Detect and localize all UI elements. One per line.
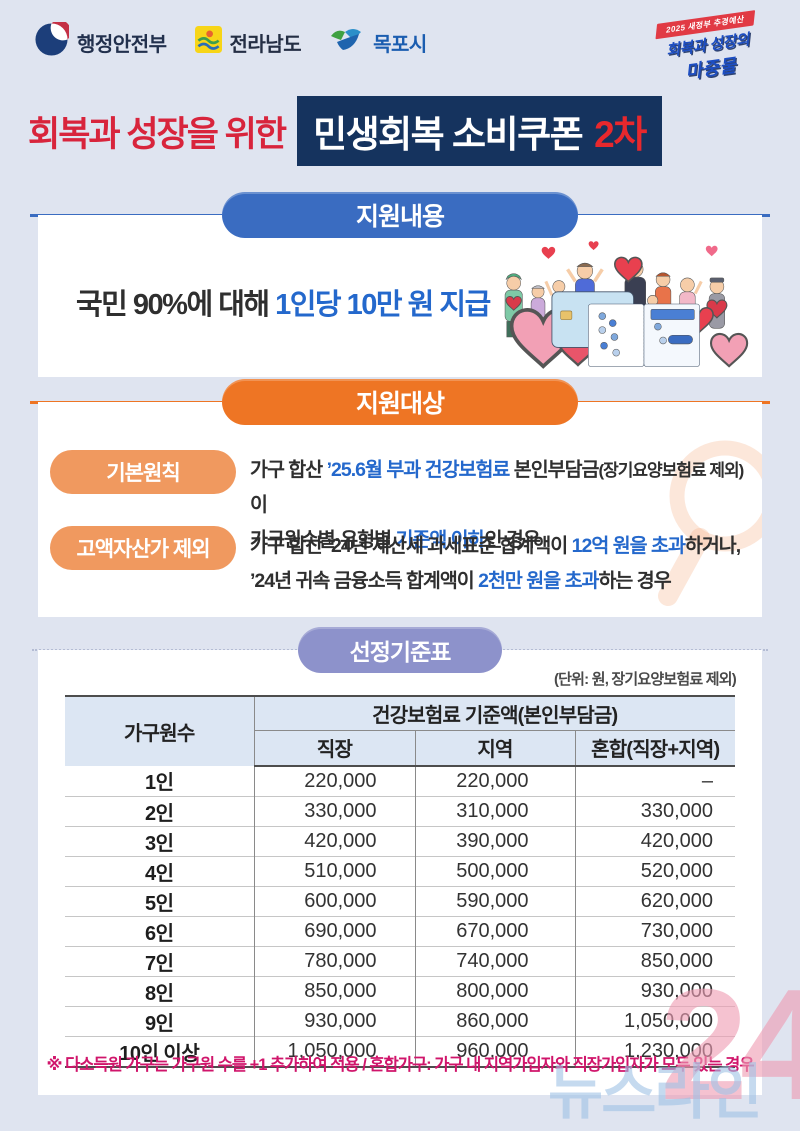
support-amount-text: 국민 90%에 대해 1인당 10만 원 지급	[76, 289, 491, 321]
target-basic-text: 가구 합산 ’25.6월 부과 건강보험료 본인부담금(장기요양보험료 제외)이…	[250, 459, 744, 551]
target-item-exclusion: 고액자산가 제외 가구 합산 ’24년 재산세 과세표준 합계액이 12억 원을…	[50, 526, 755, 599]
section-target-header: 지원대상	[222, 379, 578, 425]
amount-cell: 690,000	[254, 915, 415, 946]
target-exclusion-text: 가구 합산 ’24년 재산세 과세표준 합계액이 12억 원을 초과하거나, ’2…	[250, 535, 741, 592]
table-row: 7인 780,000 740,000 850,000	[65, 945, 735, 976]
household-size-cell: 4인	[65, 855, 255, 886]
title-main: 민생회복 소비쿠폰	[313, 114, 584, 155]
table-footnote: ※ 다소득원 가구는 가구원 수를 +1 추가하여 적용 / 혼합가구: 가구 …	[46, 1056, 754, 1074]
amount-cell: 220,000	[414, 766, 575, 796]
people-illustration	[498, 238, 750, 375]
title-prefix: 회복과 성장을 위한	[28, 114, 287, 154]
target-basic-label: 기본원칙	[50, 450, 236, 494]
jeonnam-emblem-icon	[194, 26, 222, 58]
household-size-cell: 3인	[65, 825, 255, 856]
amount-cell: 780,000	[254, 945, 415, 976]
selection-criteria-table: 가구원수 건강보험료 기준액(본인부담금) 직장 지역 혼합(직장+지역) 1인…	[65, 695, 735, 1068]
watermark-24: 24	[660, 957, 800, 1131]
household-size-cell: 5인	[65, 885, 255, 916]
amount-cell: 960,000	[414, 1035, 575, 1067]
amount-cell: 930,000	[574, 975, 735, 1006]
table-body: 1인 220,000 220,000–2인 330,000 310,000 330,000…	[65, 766, 735, 1067]
col-header-mixed: 혼합(직장+지역)	[574, 730, 735, 767]
amount-cell: 850,000	[254, 975, 415, 1006]
table-row: 3인 420,000 390,000 420,000	[65, 825, 735, 856]
table-row: 4인 510,000 500,000 520,000	[65, 855, 735, 886]
watermark-newsline: 뉴스라인	[548, 1059, 763, 1126]
amount-cell: 590,000	[414, 885, 575, 916]
col-header-household: 가구원수	[65, 696, 255, 766]
amount-cell: 220,000	[304, 769, 377, 792]
amount-cell: 730,000	[574, 915, 735, 946]
logo-mois: 행정안전부	[34, 20, 167, 62]
target-item-basic: 기본원칙 가구 합산 ’25.6월 부과 건강보험료 본인부담금(장기요양보험료…	[50, 450, 755, 558]
col-header-workplace: 직장	[254, 730, 415, 767]
household-size-cell: 7인	[65, 945, 255, 976]
logo-mokpo-label: 목포시	[373, 33, 427, 56]
household-size-cell: 9인	[65, 1005, 255, 1036]
table-row: 9인 930,000 860,000 1,050,000	[65, 1005, 735, 1036]
amount-cell: 670,000	[414, 915, 575, 946]
amount-cell: 930,000	[254, 1005, 415, 1036]
col-header-group: 건강보험료 기준액(본인부담금)	[254, 696, 735, 731]
title-round: 2차	[594, 114, 647, 155]
section-target-panel: 기본원칙 가구 합산 ’25.6월 부과 건강보험료 본인부담금(장기요양보험료…	[38, 402, 762, 617]
amount-cell: 330,000	[574, 795, 735, 826]
logo-mokpo: 목포시	[329, 26, 427, 59]
mokpo-emblem-icon	[329, 26, 365, 59]
table-row: 1인 220,000 220,000–	[65, 766, 735, 796]
table-row: 6인 690,000 670,000 730,000	[65, 915, 735, 946]
household-size-cell: 6인	[65, 915, 255, 946]
amount-cell: 850,000	[574, 945, 735, 976]
table-head: 가구원수 건강보험료 기준액(본인부담금) 직장 지역 혼합(직장+지역)	[65, 696, 735, 767]
title-box: 민생회복 소비쿠폰 2차	[297, 96, 662, 166]
amount-cell: 600,000	[254, 885, 415, 916]
section-support-header: 지원내용	[222, 192, 578, 238]
logo-mois-label: 행정안전부	[77, 33, 167, 56]
table-row: 8인 850,000 800,000 930,000	[65, 975, 735, 1006]
main-title: 회복과 성장을 위한 민생회복 소비쿠폰 2차	[28, 96, 772, 166]
unit-note: (단위: 원, 장기요양보험료 제외)	[553, 671, 737, 688]
amount-cell: 310,000	[414, 795, 575, 826]
amount-cell: 800,000	[414, 975, 575, 1006]
logo-jeonnam: 전라남도	[194, 26, 302, 58]
amount-cell: 390,000	[414, 825, 575, 856]
household-size-cell: 10인 이상	[65, 1035, 255, 1067]
col-header-region: 지역	[414, 730, 575, 767]
amount-cell: 420,000	[574, 825, 735, 856]
amount-cell: 520,000	[574, 855, 735, 886]
amount-cell: 420,000	[254, 825, 415, 856]
budget-campaign-badge: 2025 새정부 추경예산 회복과 성장의 마중물	[638, 5, 778, 90]
amount-cell: 1,230,000	[574, 1035, 735, 1067]
amount-cell: 510,000	[254, 855, 415, 886]
amount-cell: 860,000	[414, 1005, 575, 1036]
household-size-cell: 8인	[65, 975, 255, 1006]
table-row: 10인 이상 1,050,000 960,000 1,230,000	[65, 1035, 735, 1067]
amount-cell: 740,000	[414, 945, 575, 976]
target-exclusion-label: 고액자산가 제외	[50, 526, 236, 570]
table-row: 5인 600,000 590,000 620,000	[65, 885, 735, 916]
section-table-header: 선정기준표	[298, 627, 502, 673]
amount-cell: 1,050,000	[254, 1035, 415, 1067]
household-size-cell: 1인	[65, 766, 255, 796]
household-size-cell: 2인	[65, 795, 255, 826]
amount-cell: 620,000	[574, 885, 735, 916]
table-row: 2인 330,000 310,000 330,000	[65, 795, 735, 826]
amount-cell: 500,000	[414, 855, 575, 886]
logo-jeonnam-label: 전라남도	[229, 33, 302, 56]
magnifier-icon	[630, 426, 762, 617]
amount-cell: 1,050,000	[574, 1005, 735, 1036]
header: 행정안전부 전라남도 목포시	[34, 10, 774, 82]
mois-emblem-icon	[34, 20, 71, 62]
amount-cell: 330,000	[254, 795, 415, 826]
section-table-panel: (단위: 원, 장기요양보험료 제외) 가구원수 건강보험료 기준액(본인부담금…	[38, 650, 762, 1095]
amount-cell: –	[574, 766, 735, 796]
section-support-panel: 국민 90%에 대해 1인당 10만 원 지급	[38, 215, 762, 377]
